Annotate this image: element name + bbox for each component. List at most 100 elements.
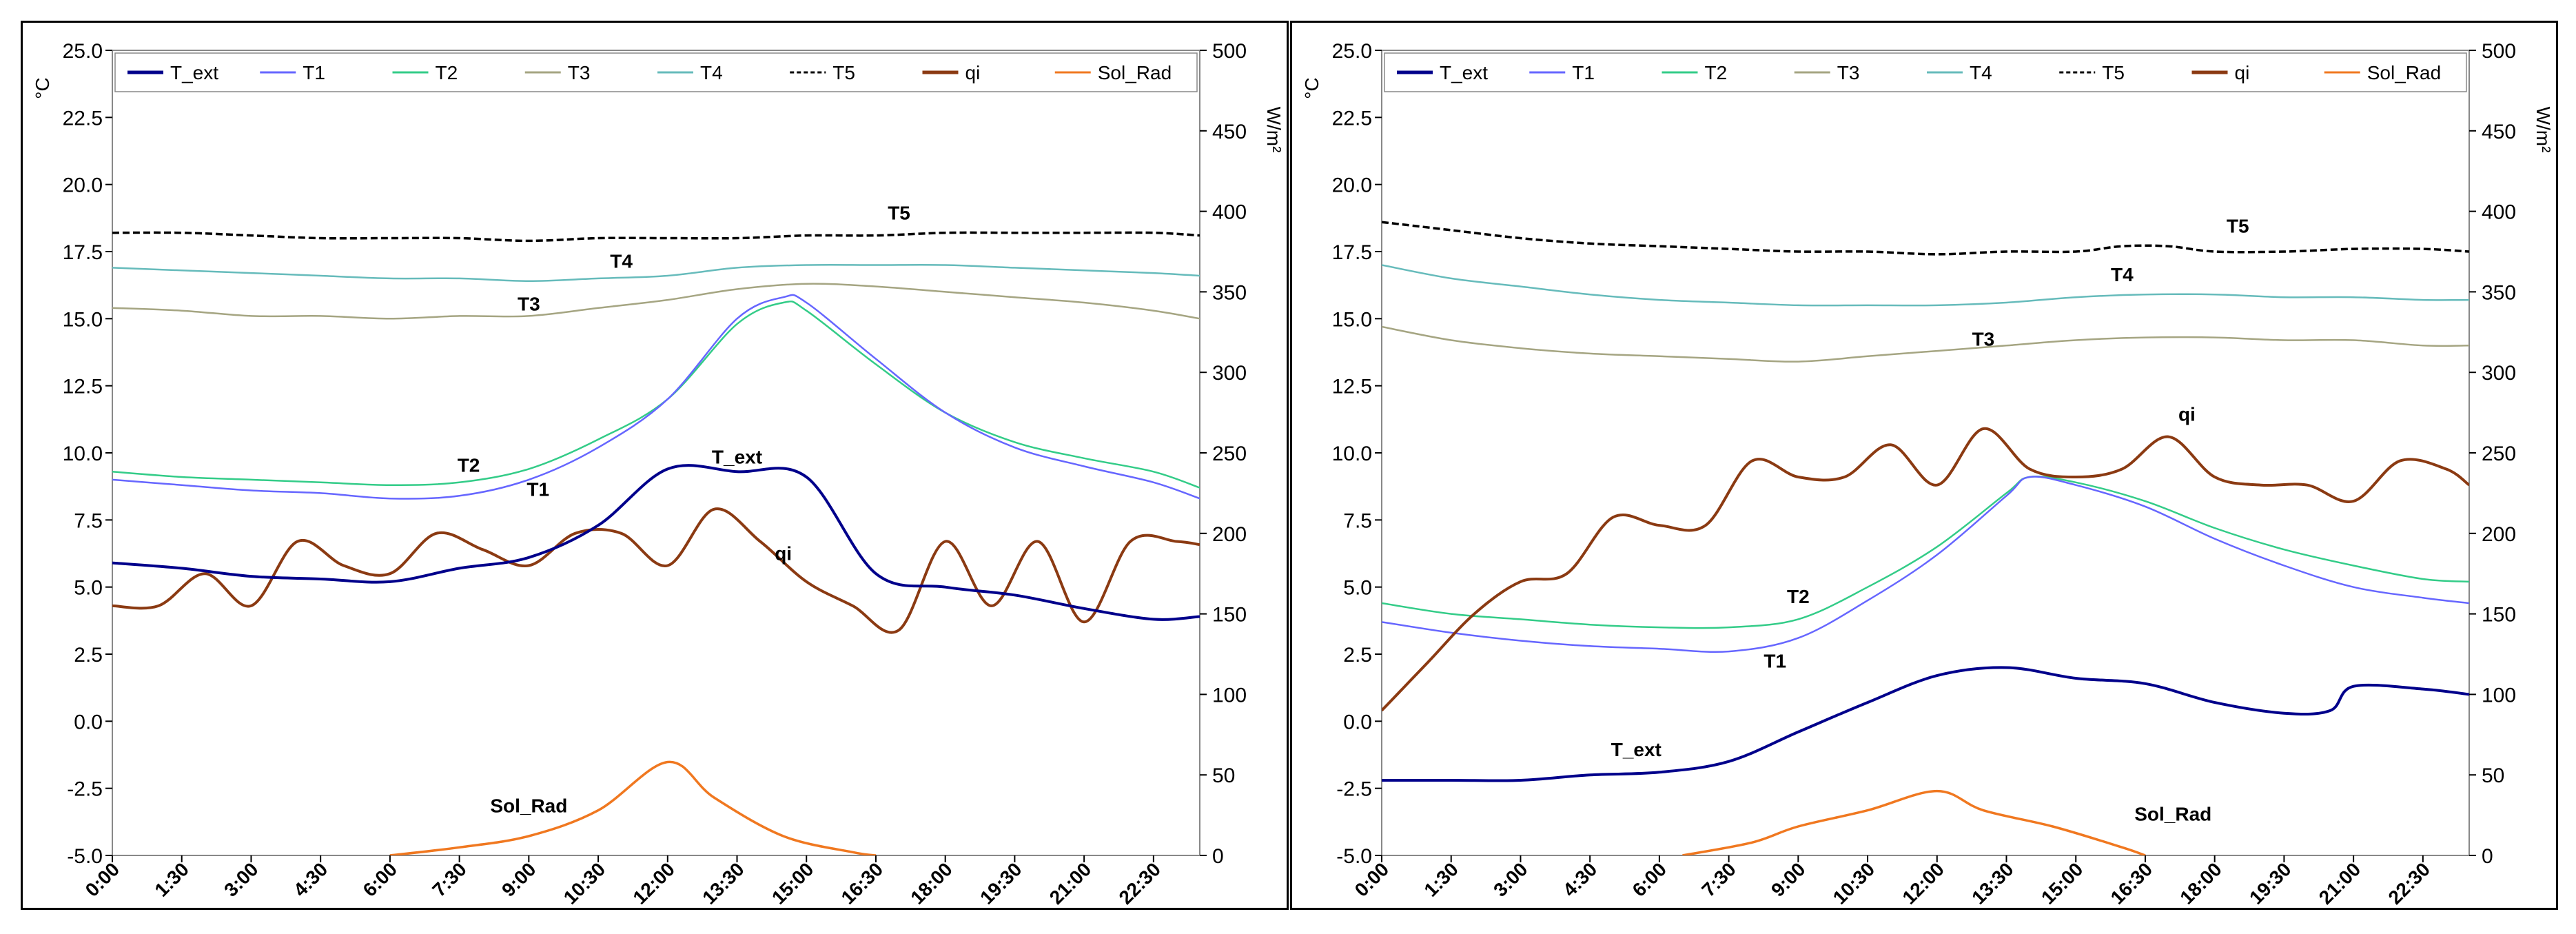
legend-label-Sol_Rad: Sol_Rad <box>2367 62 2441 83</box>
series-line-T2 <box>1382 476 2469 629</box>
y2-axis-title: W/m² <box>2533 107 2554 153</box>
y2-tick-label: 0 <box>1212 845 1224 868</box>
legend-label-T5: T5 <box>832 62 855 83</box>
x-tick-label: 9:00 <box>498 858 540 901</box>
series-line-T1 <box>112 294 1200 500</box>
y2-tick-label: 450 <box>2482 121 2516 143</box>
chart-panel-right: 25.0 22.5 20.0 17.5 15.0 12.5 10.0 7.5 5.0 2.5 0.0… <box>1290 21 2558 910</box>
y2-tick-label: 500 <box>2482 40 2516 63</box>
x-tick-label: 13:30 <box>698 858 748 908</box>
legend-label-T1: T1 <box>1572 62 1595 83</box>
legend-label-T3: T3 <box>1837 62 1860 83</box>
y-tick-label: -2.5 <box>1336 778 1372 801</box>
y-tick-label: 7.5 <box>1343 509 1372 532</box>
series-label-T5: T5 <box>2227 216 2249 237</box>
y2-axis-title: W/m² <box>1263 107 1285 153</box>
legend-label-T4: T4 <box>700 62 723 83</box>
x-tick-label: 1:30 <box>1420 858 1462 901</box>
y-tick-label: 10.0 <box>1332 443 1372 465</box>
legend-label-T_ext: T_ext <box>170 62 218 83</box>
y-tick-label: 20.0 <box>63 174 103 197</box>
x-tick-label: 16:30 <box>837 858 888 908</box>
y2-tick-label: 50 <box>1212 764 1235 787</box>
series-line-Sol_Rad <box>389 760 877 855</box>
y-tick-label: 25.0 <box>1332 40 1372 63</box>
x-tick-label: 7:30 <box>428 858 471 901</box>
chart-left: 25.0 22.5 20.0 17.5 15.0 12.5 10.0 7.5 5.0 2.5 0.0… <box>32 40 1285 908</box>
y2-tick-label: 350 <box>2482 281 2516 304</box>
y-tick-label: 15.0 <box>1332 308 1372 331</box>
y-axis-title: °C <box>1301 77 1322 99</box>
series-line-Sol_Rad <box>1682 789 2146 855</box>
x-tick-label: 4:30 <box>289 858 332 901</box>
series-label-T_ext: T_ext <box>1611 739 1662 760</box>
x-tick-label: 19:30 <box>976 858 1026 908</box>
y-tick-label: 25.0 <box>63 40 103 63</box>
y2-tick-label: 250 <box>1212 443 1247 465</box>
plot-area <box>1381 50 2470 856</box>
y-tick-label: 2.5 <box>74 644 103 667</box>
x-tick-label: 10:30 <box>1829 858 1879 908</box>
y-tick-label: 22.5 <box>63 107 103 130</box>
y2-tick-label: 200 <box>1212 523 1247 546</box>
y2-tick-label: 400 <box>1212 201 1247 224</box>
y-tick-label: 20.0 <box>1332 174 1372 197</box>
series-line-T_ext <box>1382 666 2469 782</box>
x-tick-label: 12:00 <box>628 858 679 908</box>
legend-label-T4: T4 <box>1970 62 1992 83</box>
y-tick-label: 0.0 <box>74 711 103 733</box>
y-tick-label: -5.0 <box>1336 845 1372 868</box>
y2-tick-label: 250 <box>2482 443 2516 465</box>
series-label-T1: T1 <box>1764 650 1786 671</box>
series-line-T3 <box>112 283 1200 320</box>
x-tick-label: 18:00 <box>2176 858 2226 908</box>
series-label-T3: T3 <box>518 294 540 315</box>
series-line-T5 <box>1382 221 2469 256</box>
plot-area <box>112 50 1200 856</box>
y-tick-label: 17.5 <box>1332 241 1372 264</box>
series-label-T_ext: T_ext <box>712 447 762 468</box>
x-tick-label: 13:30 <box>1967 858 2018 908</box>
legend-label-T2: T2 <box>436 62 458 83</box>
x-tick-label: 21:00 <box>2315 858 2365 908</box>
legend-label-T3: T3 <box>568 62 591 83</box>
series-line-qi <box>1382 427 2469 712</box>
series-line-T4 <box>1382 264 2469 307</box>
x-tick-label: 7:30 <box>1697 858 1740 901</box>
series-line-qi <box>112 507 1200 634</box>
legend-label-T_ext: T_ext <box>1440 62 1488 83</box>
series-label-Sol_Rad: Sol_Rad <box>490 795 567 817</box>
y-tick-label: 5.0 <box>1343 577 1372 600</box>
chart-panel-left: 25.0 22.5 20.0 17.5 15.0 12.5 10.0 7.5 5.0 2.5 0.0… <box>21 21 1289 910</box>
y2-tick-label: 350 <box>1212 281 1247 304</box>
legend-label-T1: T1 <box>303 62 325 83</box>
legend-label-T2: T2 <box>1705 62 1728 83</box>
series-line-T2 <box>112 301 1200 489</box>
y2-tick-label: 450 <box>1212 121 1247 143</box>
x-tick-label: 15:00 <box>768 858 818 908</box>
series-group <box>112 231 1200 855</box>
y-tick-label: 5.0 <box>74 577 103 600</box>
legend-label-Sol_Rad: Sol_Rad <box>1098 62 1172 83</box>
x-tick-label: 21:00 <box>1045 858 1096 908</box>
y-tick-label: 12.5 <box>1332 376 1372 398</box>
x-tick-label: 22:30 <box>2384 858 2435 908</box>
y2-tick-label: 50 <box>2482 764 2504 787</box>
x-tick-label: 16:30 <box>2107 858 2157 908</box>
x-tick-label: 18:00 <box>906 858 957 908</box>
x-tick-label: 12:00 <box>1898 858 1948 908</box>
y2-tick-label: 300 <box>2482 362 2516 385</box>
x-tick-label: 4:30 <box>1559 858 1602 901</box>
x-tick-label: 15:00 <box>2037 858 2087 908</box>
x-tick-label: 10:30 <box>560 858 610 908</box>
x-tick-label: 3:00 <box>220 858 263 901</box>
y-tick-label: 7.5 <box>74 509 103 532</box>
series-label-T2: T2 <box>458 454 480 476</box>
legend-label-qi: qi <box>965 62 981 83</box>
y-tick-label: 12.5 <box>63 376 103 398</box>
series-line-T4 <box>112 263 1200 283</box>
x-tick-label: 6:00 <box>359 858 402 901</box>
series-label-T4: T4 <box>610 250 633 272</box>
x-tick-label: 9:00 <box>1767 858 1810 901</box>
x-tick-label: 6:00 <box>1628 858 1671 901</box>
